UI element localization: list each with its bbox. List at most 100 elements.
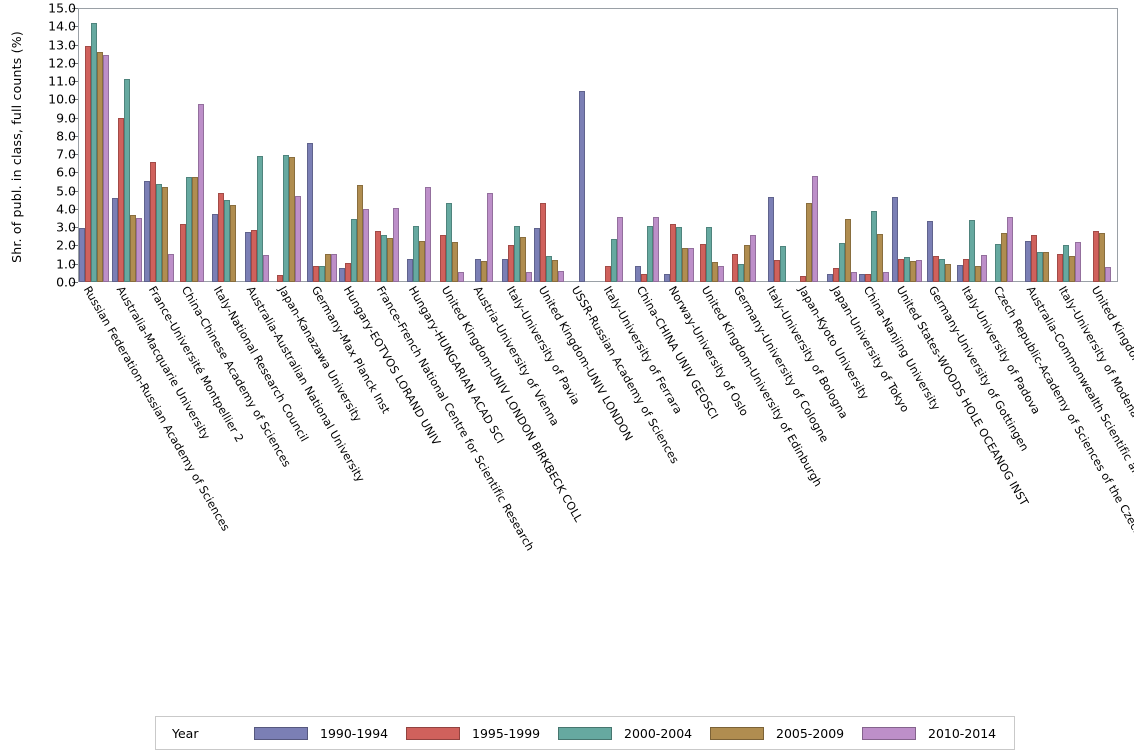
y-tick-label: 7.0: [56, 146, 76, 162]
bar: [1024, 240, 1031, 282]
bar: [330, 253, 337, 282]
bar: [717, 266, 724, 282]
bar-group: [598, 8, 631, 282]
bar: [212, 213, 219, 282]
bar: [1063, 244, 1070, 282]
legend-item[interactable]: 2010-2014: [862, 726, 1014, 741]
y-tick: [72, 26, 78, 28]
bar: [312, 265, 319, 282]
bar: [1075, 241, 1082, 282]
y-tick-label: 11.0: [48, 73, 76, 89]
bar: [705, 227, 712, 282]
y-tick-label: 9.0: [56, 110, 76, 126]
y-tick: [72, 44, 78, 46]
bar: [546, 255, 553, 282]
bar: [995, 243, 1002, 282]
bar: [670, 224, 677, 282]
y-tick-label: 3.0: [56, 219, 76, 235]
legend-item[interactable]: 1995-1999: [406, 726, 558, 741]
bar-group: [371, 8, 404, 282]
bar: [865, 273, 872, 282]
bar-group: [956, 8, 989, 282]
bar: [197, 103, 204, 282]
bar: [179, 224, 186, 282]
bar-group: [436, 8, 469, 282]
bar: [877, 233, 884, 282]
bar-group: [273, 8, 306, 282]
bar: [425, 187, 432, 282]
y-axis-ticks: 0.0 1.0 2.0 3.0 4.0 5.0 6.0 7.0 8.0 9.0 10.0 11.0 12…: [48, 1, 1118, 290]
bar: [682, 248, 689, 282]
bar: [634, 266, 641, 282]
bar-group: [306, 8, 339, 282]
bar: [956, 264, 963, 282]
bar-group: [241, 8, 274, 282]
bar: [289, 156, 296, 282]
bar: [91, 22, 98, 282]
bar: [111, 197, 118, 282]
bar: [475, 259, 482, 282]
bar-groups: [78, 8, 1118, 282]
bar: [262, 254, 269, 282]
bar: [640, 273, 647, 282]
bar: [481, 261, 488, 282]
bar: [927, 220, 934, 282]
bar: [1036, 251, 1043, 282]
legend-label: 2005-2009: [776, 725, 845, 741]
chart-legend: Year 1990-1994 1995-1999 2000-2004 2005-200…: [155, 716, 1015, 750]
bar: [256, 155, 263, 282]
bar: [244, 231, 251, 282]
bar-group: [338, 8, 371, 282]
bar: [218, 193, 225, 282]
bar: [939, 259, 946, 282]
bar-group: [631, 8, 664, 282]
legend-item[interactable]: 2000-2004: [558, 726, 710, 741]
y-tick: [72, 208, 78, 210]
bar-group: [728, 8, 761, 282]
bar: [800, 275, 807, 282]
bar: [1042, 251, 1049, 282]
bar: [850, 271, 857, 282]
bar: [185, 176, 192, 282]
bar: [1057, 253, 1064, 282]
bar-group: [988, 8, 1021, 282]
bar: [501, 259, 508, 282]
legend-label: 2000-2004: [624, 725, 693, 741]
bar-group: [533, 8, 566, 282]
bar: [1104, 267, 1111, 282]
y-tick-label: 12.0: [48, 55, 76, 71]
bar: [519, 237, 526, 282]
legend-label: 1995-1999: [472, 725, 541, 741]
bar: [419, 240, 426, 282]
y-tick: [72, 263, 78, 265]
bar: [540, 202, 547, 282]
bar: [646, 226, 653, 282]
y-tick: [72, 245, 78, 247]
y-tick-label: 13.0: [48, 37, 76, 53]
bar: [605, 266, 612, 282]
legend-item[interactable]: 2005-2009: [710, 726, 862, 741]
bar: [832, 268, 839, 282]
bar: [85, 46, 92, 282]
bar: [812, 176, 819, 282]
bar: [732, 253, 739, 282]
bar: [386, 238, 393, 282]
bar: [392, 208, 399, 282]
bar: [295, 196, 302, 282]
bar: [1007, 217, 1014, 282]
bar-group: [826, 8, 859, 282]
bar: [883, 271, 890, 282]
bar-group: [176, 8, 209, 282]
legend-item[interactable]: 1990-1994: [254, 726, 406, 741]
x-axis-labels: Russian Federation-Russian Academy of Sc…: [78, 284, 1134, 649]
y-tick-label: 1.0: [56, 256, 76, 272]
y-tick: [72, 99, 78, 101]
bar: [363, 208, 370, 282]
bar: [144, 180, 151, 282]
bar: [451, 241, 458, 282]
bar: [513, 226, 520, 282]
bar: [945, 263, 952, 282]
legend-label: 1990-1994: [320, 725, 389, 741]
bar: [903, 257, 910, 282]
y-tick-label: 8.0: [56, 128, 76, 144]
